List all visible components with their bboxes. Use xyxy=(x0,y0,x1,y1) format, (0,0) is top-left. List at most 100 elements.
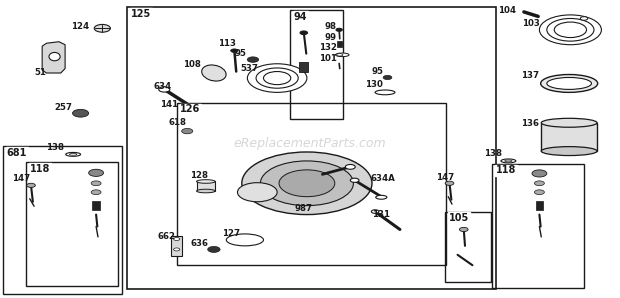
Text: 138: 138 xyxy=(484,149,502,158)
Text: 634A: 634A xyxy=(371,174,396,183)
Text: 131: 131 xyxy=(372,210,390,219)
Bar xyxy=(536,201,543,210)
Text: 95: 95 xyxy=(234,49,246,58)
Circle shape xyxy=(547,18,594,41)
Text: 125: 125 xyxy=(131,9,151,19)
Text: 127: 127 xyxy=(222,229,240,238)
Ellipse shape xyxy=(541,74,598,92)
Circle shape xyxy=(182,128,193,134)
Ellipse shape xyxy=(69,153,77,155)
Text: 138: 138 xyxy=(46,143,64,152)
Text: eReplacementParts.com: eReplacementParts.com xyxy=(234,136,386,150)
Circle shape xyxy=(534,190,544,195)
Circle shape xyxy=(89,169,104,176)
Ellipse shape xyxy=(547,77,591,89)
Ellipse shape xyxy=(197,189,215,193)
Circle shape xyxy=(91,181,101,186)
Text: 130: 130 xyxy=(365,80,383,89)
Text: 141: 141 xyxy=(160,100,178,109)
Ellipse shape xyxy=(202,65,226,81)
Circle shape xyxy=(183,110,192,114)
Text: 126: 126 xyxy=(180,104,201,114)
Text: 124: 124 xyxy=(71,22,89,31)
Bar xyxy=(171,236,182,256)
Circle shape xyxy=(256,68,298,88)
Ellipse shape xyxy=(335,53,349,57)
Ellipse shape xyxy=(49,52,60,61)
Bar xyxy=(3,146,122,294)
Text: 95: 95 xyxy=(372,67,384,76)
Text: 136: 136 xyxy=(521,119,539,128)
Circle shape xyxy=(300,31,308,35)
Text: 51: 51 xyxy=(34,69,46,77)
Circle shape xyxy=(247,64,307,92)
Circle shape xyxy=(371,210,379,213)
Text: 636: 636 xyxy=(191,239,209,248)
Bar xyxy=(445,212,491,282)
Ellipse shape xyxy=(541,118,597,127)
Circle shape xyxy=(242,152,372,215)
Ellipse shape xyxy=(505,160,512,162)
Circle shape xyxy=(27,183,35,187)
Circle shape xyxy=(539,15,601,45)
Circle shape xyxy=(174,238,180,240)
Text: 634: 634 xyxy=(154,82,172,91)
Bar xyxy=(299,62,308,72)
Text: 103: 103 xyxy=(522,19,540,28)
Circle shape xyxy=(73,109,89,117)
Polygon shape xyxy=(42,42,65,73)
Ellipse shape xyxy=(375,90,395,95)
Bar xyxy=(197,181,215,191)
Bar xyxy=(127,7,496,289)
Ellipse shape xyxy=(337,54,343,56)
Text: 132: 132 xyxy=(319,43,337,52)
Ellipse shape xyxy=(197,180,215,183)
Text: 662: 662 xyxy=(157,232,175,241)
Text: 681: 681 xyxy=(7,148,27,158)
Circle shape xyxy=(159,87,170,92)
Circle shape xyxy=(260,161,353,206)
Text: 108: 108 xyxy=(184,60,202,69)
Ellipse shape xyxy=(501,159,516,163)
Ellipse shape xyxy=(226,234,264,246)
Text: 104: 104 xyxy=(498,6,516,15)
Circle shape xyxy=(532,170,547,177)
Circle shape xyxy=(580,17,588,20)
Circle shape xyxy=(554,22,587,38)
Bar xyxy=(177,103,446,265)
Text: 537: 537 xyxy=(241,64,259,73)
Circle shape xyxy=(279,170,335,197)
Text: 99: 99 xyxy=(324,33,336,42)
Text: 147: 147 xyxy=(12,174,30,183)
Text: 113: 113 xyxy=(218,39,236,48)
Text: 618: 618 xyxy=(169,118,187,127)
Bar xyxy=(92,201,100,210)
Circle shape xyxy=(264,72,291,85)
Circle shape xyxy=(534,181,544,186)
Text: 105: 105 xyxy=(449,213,469,223)
Text: 118: 118 xyxy=(496,165,516,176)
Text: 101: 101 xyxy=(319,54,337,63)
Bar xyxy=(541,123,597,151)
Circle shape xyxy=(237,183,277,202)
Text: 98: 98 xyxy=(324,22,336,31)
Bar xyxy=(492,164,584,288)
Text: 987: 987 xyxy=(294,204,312,213)
Circle shape xyxy=(459,227,468,232)
Text: 257: 257 xyxy=(55,103,73,112)
Text: 128: 128 xyxy=(190,171,208,180)
Circle shape xyxy=(208,246,220,252)
Text: 94: 94 xyxy=(294,12,308,22)
Text: 118: 118 xyxy=(30,164,50,174)
Circle shape xyxy=(174,248,180,251)
Ellipse shape xyxy=(66,153,81,156)
Ellipse shape xyxy=(541,147,597,156)
Circle shape xyxy=(247,57,259,62)
Text: 137: 137 xyxy=(521,72,539,80)
Circle shape xyxy=(345,164,355,169)
Bar xyxy=(337,41,342,47)
Circle shape xyxy=(231,49,238,52)
Circle shape xyxy=(336,28,342,31)
Bar xyxy=(290,10,343,119)
Bar xyxy=(26,162,118,286)
